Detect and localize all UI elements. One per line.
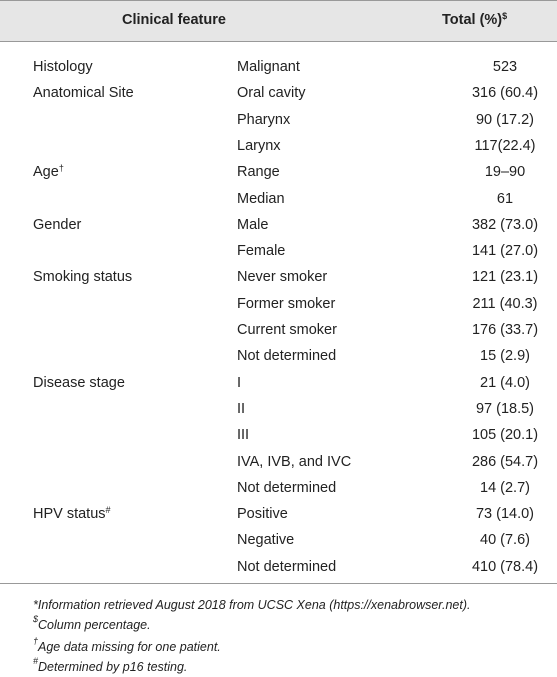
feature-cell: Anatomical Site [33, 84, 134, 102]
feature-cell: Age† [33, 163, 64, 181]
total-cell: 382 (73.0) [471, 216, 539, 233]
total-cell: 15 (2.9) [480, 348, 530, 365]
feature-cell: HPV status# [33, 505, 111, 523]
feature-text: Histology [33, 59, 93, 75]
feature-text: Disease stage [33, 374, 125, 391]
level-cell: Never smoker [237, 269, 328, 286]
superscript: # [105, 505, 111, 516]
feature-cell: Gender [33, 216, 81, 234]
superscript: † [58, 163, 64, 174]
total-cell: 40 (7.6) [480, 532, 530, 549]
header-text: Clinical feature [122, 12, 226, 28]
level-cell: III [237, 427, 250, 444]
level-cell: Oral cavity [237, 85, 306, 102]
total-cell: 19–90 [484, 164, 526, 181]
level-cell: I [237, 374, 242, 391]
total-cell: 117(22.4) [474, 137, 536, 154]
feature-cell: Smoking status [33, 268, 132, 286]
footnote: $Column percentage. [33, 614, 151, 632]
footnote-text: Age data missing for one patient. [38, 640, 221, 654]
level-cell: Not determined [237, 558, 337, 575]
level-cell: Current smoker [237, 322, 337, 338]
level-cell: Female [237, 243, 286, 260]
total-cell: 523 [492, 59, 518, 75]
level-cell: Former smoker [237, 295, 336, 312]
header-feature: Clinical feature [122, 11, 226, 29]
level-cell: Not determined [237, 479, 337, 496]
feature-text: Gender [33, 216, 82, 233]
total-cell: 286 (54.7) [471, 453, 539, 470]
total-cell: 21 (4.0) [480, 374, 530, 391]
level-cell: Not determined [237, 348, 337, 365]
total-cell: 73 (14.0) [475, 506, 535, 523]
header-total: Total (%)$ [442, 11, 507, 29]
total-cell: 97 (18.5) [475, 400, 535, 417]
total-cell: 121 (23.1) [471, 269, 539, 286]
total-cell: 14 (2.7) [480, 479, 530, 496]
superscript: † [33, 636, 39, 646]
header-band [0, 0, 557, 42]
footnote-text: Column percentage. [38, 618, 151, 632]
total-cell: 105 (20.1) [471, 427, 539, 444]
superscript: # [33, 656, 39, 666]
level-cell: Larynx [237, 137, 281, 154]
superscript: $ [502, 11, 508, 21]
level-cell: Pharynx [237, 111, 291, 128]
footnote: *Information retrieved August 2018 from … [33, 598, 470, 612]
superscript: $ [33, 614, 39, 624]
header-text: Total (%) [442, 12, 503, 28]
level-cell: Range [237, 164, 280, 181]
bottom-rule [0, 583, 557, 584]
footnote: †Age data missing for one patient. [33, 636, 221, 654]
feature-text: Anatomical Site [33, 85, 134, 102]
level-cell: IVA, IVB, and IVC [237, 453, 352, 470]
feature-text: Age [33, 164, 59, 181]
level-cell: II [237, 400, 246, 417]
footnote-text: *Information retrieved August 2018 from … [33, 598, 471, 612]
total-cell: 61 [496, 190, 514, 207]
level-cell: Malignant [237, 59, 300, 75]
total-cell: 90 (17.2) [475, 111, 535, 128]
feature-cell: Disease stage [33, 374, 125, 392]
feature-text: HPV status [33, 506, 106, 523]
feature-text: Smoking status [33, 269, 133, 286]
level-cell: Male [237, 216, 269, 233]
total-cell: 141 (27.0) [471, 243, 539, 260]
footnote: #Determined by p16 testing. [33, 656, 188, 674]
level-cell: Median [237, 190, 285, 207]
level-cell: Negative [237, 532, 295, 549]
total-cell: 410 (78.4) [471, 558, 539, 575]
total-cell: 176 (33.7) [471, 322, 539, 338]
total-cell: 211 (40.3) [472, 295, 538, 312]
feature-cell: Histology [33, 58, 93, 76]
total-cell: 316 (60.4) [471, 85, 539, 102]
footnote-text: Determined by p16 testing. [38, 660, 188, 674]
level-cell: Positive [237, 506, 288, 523]
